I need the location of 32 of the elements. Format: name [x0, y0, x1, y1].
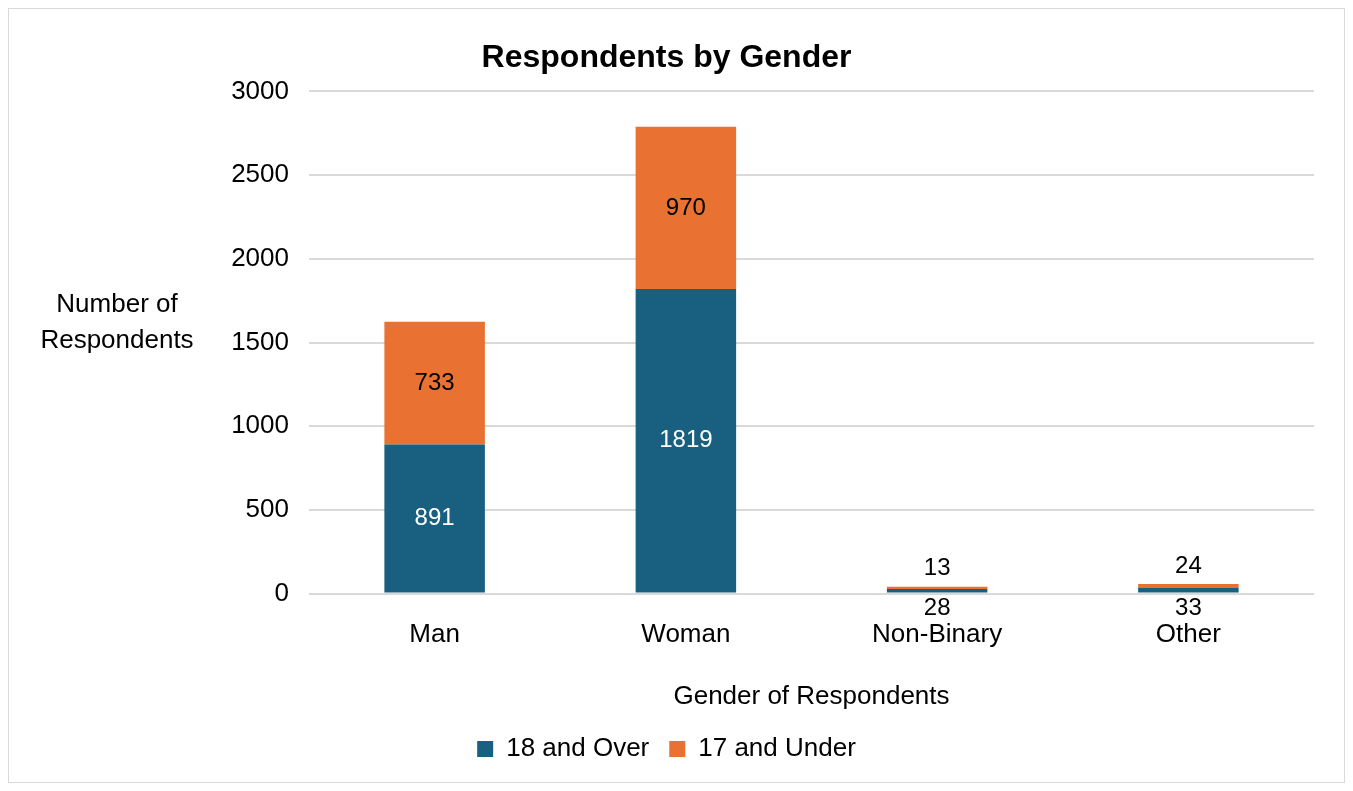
data-label: 33	[1175, 593, 1202, 621]
y-tick-label: 0	[274, 576, 289, 607]
data-label: 1819	[659, 425, 713, 453]
chart-title: Respondents by Gender	[481, 38, 852, 75]
bar	[886, 586, 988, 589]
data-label: 970	[665, 192, 706, 220]
data-label: 28	[923, 593, 951, 621]
data-label: 891	[414, 503, 455, 531]
y-tick-label: 3000	[231, 74, 289, 105]
bar	[384, 444, 485, 593]
y-tick-label: 2000	[231, 241, 289, 272]
x-tick-label: Other	[1155, 618, 1222, 649]
bar	[1138, 584, 1239, 589]
x-tick-label: Man	[409, 618, 460, 649]
y-tick-label: 2500	[231, 158, 289, 189]
x-tick-label: Non-Binary	[872, 618, 1003, 649]
bar	[635, 289, 737, 593]
bar	[635, 126, 737, 290]
legend-label: 17 and Under	[698, 732, 857, 763]
y-tick-label: 1500	[231, 325, 289, 356]
bar	[384, 321, 485, 445]
y-tick-label: 1000	[231, 409, 289, 440]
x-tick-label: Woman	[641, 618, 731, 649]
x-axis-title: Gender of Respondents	[673, 679, 950, 710]
data-label: 733	[414, 367, 455, 395]
data-label: 13	[923, 553, 951, 581]
legend-label: 18 and Over	[506, 732, 650, 763]
bar	[886, 588, 988, 593]
data-label: 24	[1175, 550, 1202, 578]
y-axis-title: Number of Respondents	[40, 287, 194, 354]
y-tick-label: 500	[245, 493, 289, 524]
bar	[1138, 588, 1239, 593]
